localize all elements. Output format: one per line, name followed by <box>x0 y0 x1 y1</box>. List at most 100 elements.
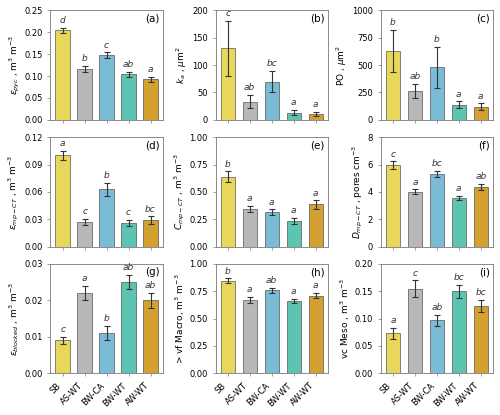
Text: (c): (c) <box>476 14 490 24</box>
Y-axis label: $k_a$ , $\mu$m$^2$: $k_a$ , $\mu$m$^2$ <box>175 46 190 84</box>
Text: a: a <box>456 184 462 193</box>
Text: (e): (e) <box>310 140 324 151</box>
Text: (i): (i) <box>478 267 490 277</box>
Text: c: c <box>60 325 65 334</box>
Text: c: c <box>390 150 396 159</box>
Text: d: d <box>60 16 66 25</box>
Text: c: c <box>104 41 109 50</box>
Bar <box>242 102 257 120</box>
Bar <box>308 205 323 247</box>
Text: (f): (f) <box>478 140 490 151</box>
Y-axis label: $\varepsilon_{pyc}$ , m$^3$ m$^{-3}$: $\varepsilon_{pyc}$ , m$^3$ m$^{-3}$ <box>7 35 22 95</box>
Text: bc: bc <box>145 205 156 214</box>
Text: ab: ab <box>410 72 420 81</box>
Text: bc: bc <box>432 159 442 168</box>
Bar <box>474 187 488 247</box>
Bar <box>78 222 92 247</box>
Text: a: a <box>82 274 87 283</box>
Y-axis label: > vf Macro, m$^3$ m$^{-3}$: > vf Macro, m$^3$ m$^{-3}$ <box>173 273 186 364</box>
Text: a: a <box>412 178 418 187</box>
Text: ab: ab <box>475 172 486 181</box>
Text: c: c <box>226 9 230 18</box>
Bar <box>144 300 158 373</box>
Bar <box>408 288 422 373</box>
Y-axis label: PO , $\mu$m$^2$: PO , $\mu$m$^2$ <box>335 44 349 85</box>
Bar <box>56 30 70 120</box>
Y-axis label: $\varepsilon_{blocked}$ , m$^3$ m$^{-3}$: $\varepsilon_{blocked}$ , m$^3$ m$^{-3}$ <box>8 282 22 356</box>
Bar <box>220 281 235 373</box>
Text: b: b <box>434 35 440 44</box>
Text: ab: ab <box>123 60 134 69</box>
Text: a: a <box>313 281 318 290</box>
Text: ab: ab <box>266 276 278 285</box>
Text: a: a <box>60 139 66 148</box>
Text: bc: bc <box>476 288 486 297</box>
Text: a: a <box>291 98 296 107</box>
Text: b: b <box>82 54 87 63</box>
Bar <box>286 113 301 120</box>
Bar <box>56 155 70 247</box>
Text: a: a <box>247 194 252 203</box>
Text: a: a <box>390 316 396 325</box>
Text: b: b <box>225 267 230 276</box>
Text: a: a <box>291 287 296 296</box>
Bar <box>144 220 158 247</box>
Bar <box>308 295 323 373</box>
Text: (g): (g) <box>145 267 160 277</box>
Bar <box>430 174 444 247</box>
Text: b: b <box>104 171 110 180</box>
Text: c: c <box>82 208 87 217</box>
Text: b: b <box>104 314 110 323</box>
Text: bc: bc <box>454 273 464 282</box>
Bar <box>264 212 279 247</box>
Bar <box>242 300 257 373</box>
Bar <box>430 67 444 120</box>
Y-axis label: vc Meso , m$^3$ m$^{-3}$: vc Meso , m$^3$ m$^{-3}$ <box>338 278 352 359</box>
Text: c: c <box>126 208 131 217</box>
Text: (d): (d) <box>145 140 160 151</box>
Text: ab: ab <box>431 303 442 312</box>
Y-axis label: $\varepsilon_{mp-CT}$ , m$^3$ m$^{-3}$: $\varepsilon_{mp-CT}$ , m$^3$ m$^{-3}$ <box>7 154 22 229</box>
Bar <box>452 291 466 373</box>
Bar <box>100 55 114 120</box>
Text: a: a <box>291 206 296 215</box>
Y-axis label: $D_{mp-CT}$ , pores cm$^{-3}$: $D_{mp-CT}$ , pores cm$^{-3}$ <box>350 145 365 239</box>
Bar <box>144 79 158 120</box>
Bar <box>474 107 488 120</box>
Text: a: a <box>269 198 274 207</box>
Bar <box>78 68 92 120</box>
Bar <box>220 48 235 120</box>
Text: a: a <box>313 100 318 109</box>
Bar <box>56 340 70 373</box>
Bar <box>386 165 400 247</box>
Y-axis label: $C_{mp-CT}$ , m$^3$ m$^{-3}$: $C_{mp-CT}$ , m$^3$ m$^{-3}$ <box>172 154 186 230</box>
Text: (a): (a) <box>145 14 160 24</box>
Bar <box>408 91 422 120</box>
Text: b: b <box>225 159 230 168</box>
Bar <box>264 82 279 120</box>
Text: a: a <box>148 65 154 74</box>
Bar <box>286 301 301 373</box>
Text: a: a <box>313 188 318 198</box>
Bar <box>264 290 279 373</box>
Text: (b): (b) <box>310 14 324 24</box>
Text: a: a <box>478 92 484 101</box>
Bar <box>430 320 444 373</box>
Bar <box>386 333 400 373</box>
Text: a: a <box>456 90 462 98</box>
Text: a: a <box>247 286 252 294</box>
Bar <box>308 114 323 120</box>
Text: (h): (h) <box>310 267 324 277</box>
Bar <box>408 192 422 247</box>
Text: b: b <box>390 18 396 27</box>
Bar <box>122 282 136 373</box>
Bar <box>122 74 136 120</box>
Bar <box>78 293 92 373</box>
Bar <box>286 221 301 247</box>
Text: ab: ab <box>123 263 134 272</box>
Bar <box>122 223 136 247</box>
Bar <box>242 209 257 247</box>
Text: ab: ab <box>244 83 256 93</box>
Text: bc: bc <box>266 59 277 68</box>
Bar <box>474 306 488 373</box>
